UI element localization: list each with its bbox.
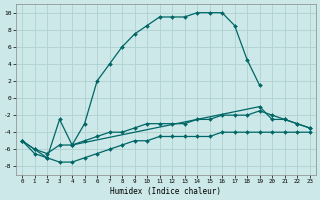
X-axis label: Humidex (Indice chaleur): Humidex (Indice chaleur) — [110, 187, 221, 196]
